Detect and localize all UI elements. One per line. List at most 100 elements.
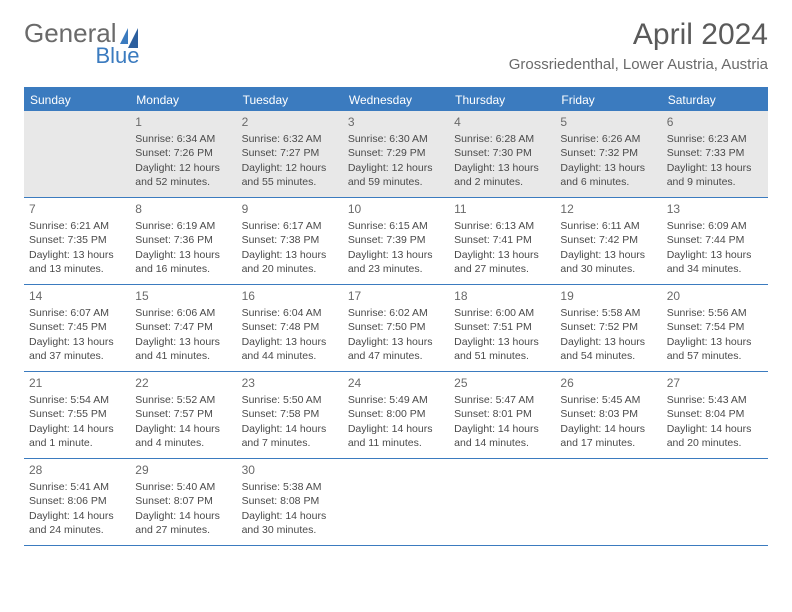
sunset-label: Sunset: 8:00 PM	[348, 407, 444, 421]
sunset-label: Sunset: 7:47 PM	[135, 320, 231, 334]
sunset-label: Sunset: 8:07 PM	[135, 494, 231, 508]
day-of-week-header: Sunday Monday Tuesday Wednesday Thursday…	[24, 89, 768, 111]
dow-thursday: Thursday	[449, 89, 555, 111]
daylight-label: Daylight: 14 hours and 27 minutes.	[135, 509, 231, 537]
day-number: 7	[29, 201, 125, 217]
daylight-label: Daylight: 13 hours and 54 minutes.	[560, 335, 656, 363]
daylight-label: Daylight: 13 hours and 20 minutes.	[242, 248, 338, 276]
sunset-label: Sunset: 7:45 PM	[29, 320, 125, 334]
sunrise-label: Sunrise: 5:50 AM	[242, 393, 338, 407]
week-row: 7Sunrise: 6:21 AMSunset: 7:35 PMDaylight…	[24, 198, 768, 285]
sunrise-label: Sunrise: 6:00 AM	[454, 306, 550, 320]
day-number: 26	[560, 375, 656, 391]
sunset-label: Sunset: 7:51 PM	[454, 320, 550, 334]
day-cell	[343, 459, 449, 545]
sunrise-label: Sunrise: 6:34 AM	[135, 132, 231, 146]
dow-wednesday: Wednesday	[343, 89, 449, 111]
sunrise-label: Sunrise: 6:19 AM	[135, 219, 231, 233]
daylight-label: Daylight: 14 hours and 30 minutes.	[242, 509, 338, 537]
title-block: April 2024 Grossriedenthal, Lower Austri…	[509, 18, 768, 73]
daylight-label: Daylight: 13 hours and 30 minutes.	[560, 248, 656, 276]
day-number: 17	[348, 288, 444, 304]
sunset-label: Sunset: 7:38 PM	[242, 233, 338, 247]
daylight-label: Daylight: 12 hours and 55 minutes.	[242, 161, 338, 189]
sunset-label: Sunset: 8:06 PM	[29, 494, 125, 508]
day-number: 13	[667, 201, 763, 217]
day-number: 27	[667, 375, 763, 391]
day-number: 19	[560, 288, 656, 304]
day-cell: 8Sunrise: 6:19 AMSunset: 7:36 PMDaylight…	[130, 198, 236, 284]
header: General Blue April 2024 Grossriedenthal,…	[0, 0, 792, 79]
dow-monday: Monday	[130, 89, 236, 111]
day-cell: 15Sunrise: 6:06 AMSunset: 7:47 PMDayligh…	[130, 285, 236, 371]
sunrise-label: Sunrise: 5:49 AM	[348, 393, 444, 407]
sunrise-label: Sunrise: 6:23 AM	[667, 132, 763, 146]
sunset-label: Sunset: 7:35 PM	[29, 233, 125, 247]
sunset-label: Sunset: 7:55 PM	[29, 407, 125, 421]
dow-sunday: Sunday	[24, 89, 130, 111]
daylight-label: Daylight: 13 hours and 27 minutes.	[454, 248, 550, 276]
day-cell: 30Sunrise: 5:38 AMSunset: 8:08 PMDayligh…	[237, 459, 343, 545]
daylight-label: Daylight: 13 hours and 6 minutes.	[560, 161, 656, 189]
day-number: 8	[135, 201, 231, 217]
daylight-label: Daylight: 13 hours and 57 minutes.	[667, 335, 763, 363]
day-number: 5	[560, 114, 656, 130]
sunrise-label: Sunrise: 5:47 AM	[454, 393, 550, 407]
logo: General Blue	[24, 18, 140, 49]
day-number: 1	[135, 114, 231, 130]
day-cell: 4Sunrise: 6:28 AMSunset: 7:30 PMDaylight…	[449, 111, 555, 197]
day-cell: 27Sunrise: 5:43 AMSunset: 8:04 PMDayligh…	[662, 372, 768, 458]
sunset-label: Sunset: 7:41 PM	[454, 233, 550, 247]
dow-tuesday: Tuesday	[237, 89, 343, 111]
sunrise-label: Sunrise: 6:15 AM	[348, 219, 444, 233]
week-row: 1Sunrise: 6:34 AMSunset: 7:26 PMDaylight…	[24, 111, 768, 198]
day-cell: 19Sunrise: 5:58 AMSunset: 7:52 PMDayligh…	[555, 285, 661, 371]
sunset-label: Sunset: 7:32 PM	[560, 146, 656, 160]
day-cell	[24, 111, 130, 197]
week-row: 21Sunrise: 5:54 AMSunset: 7:55 PMDayligh…	[24, 372, 768, 459]
logo-word2: Blue	[96, 43, 140, 69]
sunrise-label: Sunrise: 6:06 AM	[135, 306, 231, 320]
day-cell: 22Sunrise: 5:52 AMSunset: 7:57 PMDayligh…	[130, 372, 236, 458]
daylight-label: Daylight: 14 hours and 7 minutes.	[242, 422, 338, 450]
day-cell: 18 Sunrise: 6:00 AMSunset: 7:51 PMDayligh…	[449, 285, 555, 371]
day-cell: 21Sunrise: 5:54 AMSunset: 7:55 PMDayligh…	[24, 372, 130, 458]
daylight-label: Daylight: 13 hours and 37 minutes.	[29, 335, 125, 363]
sunrise-label: Sunrise: 5:43 AM	[667, 393, 763, 407]
dow-saturday: Saturday	[662, 89, 768, 111]
location-label: Grossriedenthal, Lower Austria, Austria	[509, 56, 768, 73]
day-cell: 6Sunrise: 6:23 AMSunset: 7:33 PMDaylight…	[662, 111, 768, 197]
daylight-label: Daylight: 14 hours and 24 minutes.	[29, 509, 125, 537]
day-cell: 24Sunrise: 5:49 AMSunset: 8:00 PMDayligh…	[343, 372, 449, 458]
sunset-label: Sunset: 8:08 PM	[242, 494, 338, 508]
daylight-label: Daylight: 13 hours and 41 minutes.	[135, 335, 231, 363]
day-number: 18	[454, 288, 550, 304]
daylight-label: Daylight: 13 hours and 51 minutes.	[454, 335, 550, 363]
daylight-label: Daylight: 14 hours and 1 minute.	[29, 422, 125, 450]
day-cell: 3Sunrise: 6:30 AMSunset: 7:29 PMDaylight…	[343, 111, 449, 197]
calendar: Sunday Monday Tuesday Wednesday Thursday…	[24, 87, 768, 546]
day-cell: 26Sunrise: 5:45 AMSunset: 8:03 PMDayligh…	[555, 372, 661, 458]
sunrise-label: Sunrise: 5:45 AM	[560, 393, 656, 407]
day-cell: 12Sunrise: 6:11 AMSunset: 7:42 PMDayligh…	[555, 198, 661, 284]
sunset-label: Sunset: 7:44 PM	[667, 233, 763, 247]
daylight-label: Daylight: 13 hours and 44 minutes.	[242, 335, 338, 363]
daylight-label: Daylight: 13 hours and 23 minutes.	[348, 248, 444, 276]
day-cell: 29Sunrise: 5:40 AMSunset: 8:07 PMDayligh…	[130, 459, 236, 545]
sunset-label: Sunset: 7:27 PM	[242, 146, 338, 160]
day-number: 11	[454, 201, 550, 217]
day-number: 9	[242, 201, 338, 217]
sunset-label: Sunset: 8:03 PM	[560, 407, 656, 421]
sunset-label: Sunset: 7:42 PM	[560, 233, 656, 247]
sunset-label: Sunset: 7:33 PM	[667, 146, 763, 160]
sail-icon	[120, 28, 128, 44]
day-cell: 2Sunrise: 6:32 AMSunset: 7:27 PMDaylight…	[237, 111, 343, 197]
day-number: 16	[242, 288, 338, 304]
sunset-label: Sunset: 7:48 PM	[242, 320, 338, 334]
daylight-label: Daylight: 13 hours and 13 minutes.	[29, 248, 125, 276]
sunrise-label: Sunrise: 5:58 AM	[560, 306, 656, 320]
sunset-label: Sunset: 7:36 PM	[135, 233, 231, 247]
weeks-container: 1Sunrise: 6:34 AMSunset: 7:26 PMDaylight…	[24, 111, 768, 546]
day-cell: 13Sunrise: 6:09 AMSunset: 7:44 PMDayligh…	[662, 198, 768, 284]
day-number: 30	[242, 462, 338, 478]
